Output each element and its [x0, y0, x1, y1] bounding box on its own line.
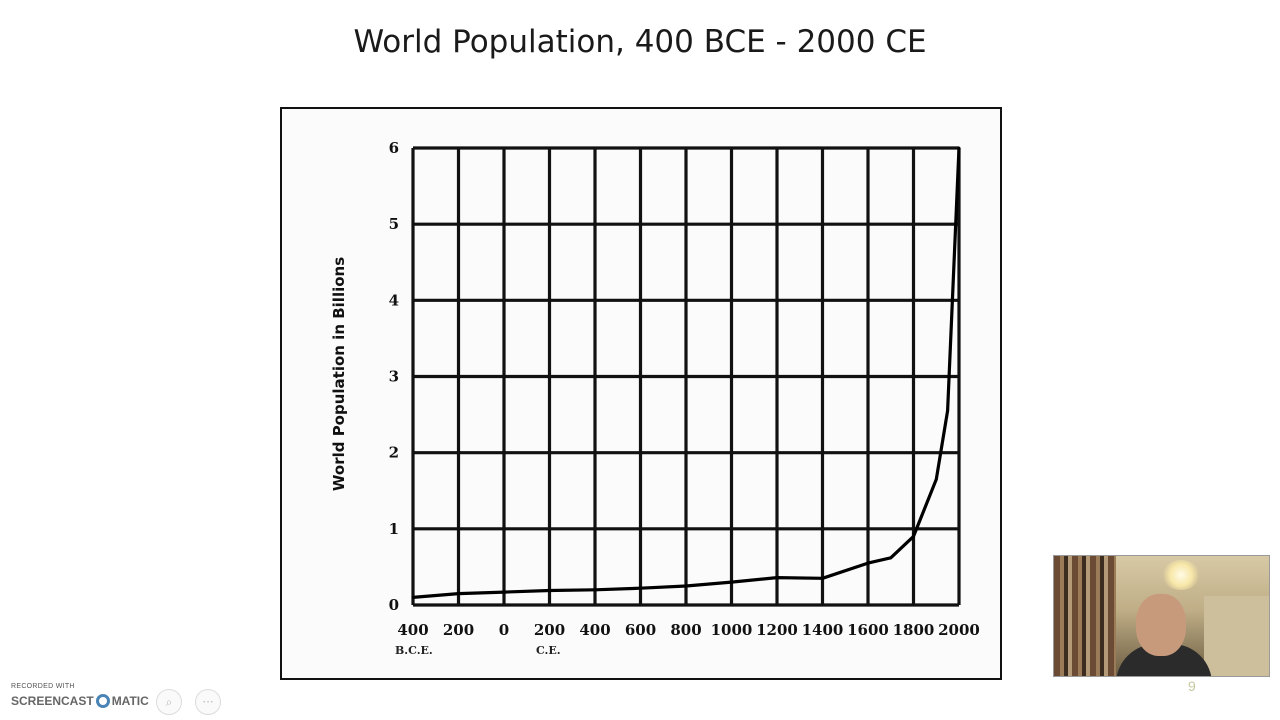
chart-grid — [411, 146, 961, 607]
era-label-bce: B.C.E. — [395, 644, 433, 657]
x-tick-label: 200 — [534, 621, 565, 639]
chart-series — [411, 146, 961, 599]
y-tick-label: 0 — [389, 596, 399, 614]
population-chart: 400 200 0 200 400 600 800 1000 1200 1400 1600 1800 2… — [330, 139, 980, 657]
screencast-logo-icon — [95, 694, 110, 708]
x-tick-label: 600 — [625, 621, 656, 639]
x-tick-label: 2000 — [938, 621, 980, 639]
ceiling-light — [1162, 560, 1200, 590]
data-point — [821, 576, 824, 580]
data-point — [934, 477, 938, 481]
data-point — [866, 561, 870, 565]
search-icon[interactable]: ⌕ — [156, 689, 182, 715]
recorded-with-label: RECORDED WITH — [11, 683, 75, 690]
y-tick-label: 2 — [389, 444, 399, 462]
population-line — [412, 147, 961, 599]
x-tick-label: 400 — [579, 621, 610, 639]
data-point — [684, 584, 688, 588]
x-tick-label: 1400 — [802, 621, 844, 639]
x-axis-ticks: 400 200 0 200 400 600 800 1000 1200 1400 1600 1800 2… — [397, 621, 980, 639]
data-point — [502, 590, 506, 594]
data-point — [946, 409, 950, 413]
background-door — [1204, 596, 1269, 676]
data-point — [457, 592, 460, 595]
y-tick-label: 3 — [389, 368, 399, 386]
x-tick-label: 200 — [443, 621, 474, 639]
data-point — [593, 588, 597, 592]
y-tick-label: 4 — [389, 291, 399, 309]
screencast-watermark: SCREENCAST MATIC — [11, 694, 149, 708]
data-point — [730, 580, 733, 584]
data-point — [639, 586, 642, 590]
chart-frame: 400 200 0 200 400 600 800 1000 1200 1400 1600 1800 2… — [280, 107, 1002, 680]
bookshelf — [1054, 556, 1116, 676]
era-label-ce: C.E. — [536, 644, 561, 657]
y-tick-label: 6 — [389, 139, 399, 157]
data-point — [775, 576, 779, 579]
x-tick-label: 1800 — [893, 621, 935, 639]
data-point — [912, 535, 915, 538]
slide-title: World Population, 400 BCE - 2000 CE — [353, 24, 927, 60]
x-tick-label: 400 — [397, 621, 428, 639]
y-axis-ticks: 0 1 2 3 4 5 6 — [389, 139, 399, 614]
x-tick-label: 1000 — [711, 621, 753, 639]
watermark-left: SCREENCAST — [11, 694, 94, 708]
y-axis-label: World Population in Billions — [330, 257, 348, 491]
presenter-head — [1136, 594, 1186, 656]
data-point — [889, 556, 893, 560]
watermark-right: MATIC — [111, 694, 149, 708]
data-point — [411, 595, 415, 599]
x-tick-label: 1600 — [847, 621, 889, 639]
y-tick-label: 1 — [389, 520, 399, 538]
x-tick-label: 800 — [670, 621, 701, 639]
y-tick-label: 5 — [389, 215, 399, 233]
slide-number: 9 — [1188, 678, 1196, 694]
x-tick-label: 0 — [499, 621, 509, 639]
webcam-overlay — [1053, 555, 1270, 677]
more-options-icon[interactable]: ··· — [195, 689, 221, 715]
data-point — [548, 589, 551, 592]
data-point — [957, 146, 961, 150]
x-tick-label: 1200 — [756, 621, 798, 639]
